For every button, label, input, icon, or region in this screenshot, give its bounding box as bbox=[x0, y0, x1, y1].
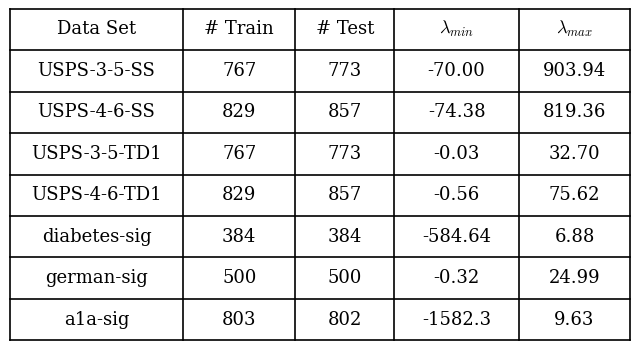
Text: USPS-3-5-TD1: USPS-3-5-TD1 bbox=[31, 145, 162, 163]
Text: 24.99: 24.99 bbox=[548, 269, 600, 287]
Text: 767: 767 bbox=[222, 145, 257, 163]
Text: 773: 773 bbox=[328, 62, 362, 80]
Text: diabetes-sig: diabetes-sig bbox=[42, 228, 152, 246]
Text: -74.38: -74.38 bbox=[428, 103, 485, 121]
Text: # Test: # Test bbox=[316, 21, 374, 38]
Text: 857: 857 bbox=[328, 103, 362, 121]
Text: -0.32: -0.32 bbox=[433, 269, 480, 287]
Text: -1582.3: -1582.3 bbox=[422, 311, 491, 328]
Text: -0.56: -0.56 bbox=[433, 186, 480, 204]
Text: 857: 857 bbox=[328, 186, 362, 204]
Text: 75.62: 75.62 bbox=[548, 186, 600, 204]
Text: # Train: # Train bbox=[204, 21, 274, 38]
Text: 903.94: 903.94 bbox=[543, 62, 606, 80]
Text: a1a-sig: a1a-sig bbox=[64, 311, 129, 328]
Text: 802: 802 bbox=[328, 311, 362, 328]
Text: USPS-4-6-TD1: USPS-4-6-TD1 bbox=[31, 186, 162, 204]
Text: 767: 767 bbox=[222, 62, 257, 80]
Text: 32.70: 32.70 bbox=[548, 145, 600, 163]
Text: $\lambda_{min}$: $\lambda_{min}$ bbox=[439, 20, 474, 39]
Text: 829: 829 bbox=[222, 186, 257, 204]
Text: 819.36: 819.36 bbox=[543, 103, 606, 121]
Text: 500: 500 bbox=[222, 269, 257, 287]
Text: 803: 803 bbox=[222, 311, 257, 328]
Text: 829: 829 bbox=[222, 103, 257, 121]
Text: 384: 384 bbox=[328, 228, 362, 246]
Text: 384: 384 bbox=[222, 228, 257, 246]
Text: -584.64: -584.64 bbox=[422, 228, 491, 246]
Text: -0.03: -0.03 bbox=[433, 145, 480, 163]
Text: 6.88: 6.88 bbox=[554, 228, 595, 246]
Text: -70.00: -70.00 bbox=[428, 62, 486, 80]
Text: Data Set: Data Set bbox=[57, 21, 136, 38]
Text: USPS-4-6-SS: USPS-4-6-SS bbox=[38, 103, 156, 121]
Text: $\lambda_{max}$: $\lambda_{max}$ bbox=[556, 20, 593, 39]
Text: 500: 500 bbox=[328, 269, 362, 287]
Text: 773: 773 bbox=[328, 145, 362, 163]
Text: 9.63: 9.63 bbox=[554, 311, 595, 328]
Text: german-sig: german-sig bbox=[45, 269, 148, 287]
Text: USPS-3-5-SS: USPS-3-5-SS bbox=[38, 62, 156, 80]
